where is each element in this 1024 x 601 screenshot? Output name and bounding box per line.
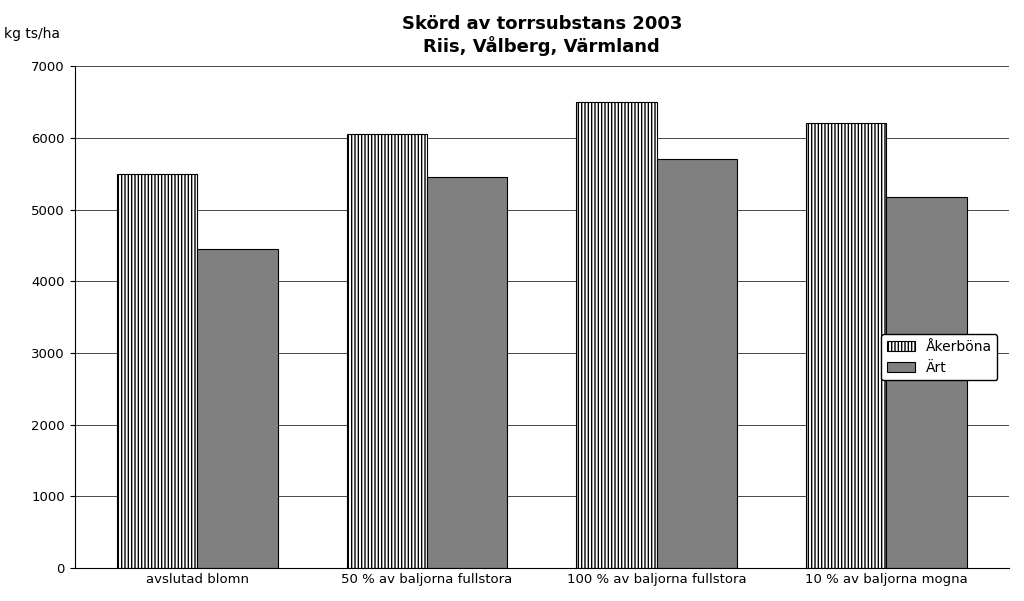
Title: Skörd av torrsubstans 2003
Riis, Vålberg, Värmland: Skörd av torrsubstans 2003 Riis, Vålberg… xyxy=(401,15,682,56)
Bar xyxy=(656,159,737,568)
Text: kg ts/ha: kg ts/ha xyxy=(4,27,60,41)
Bar xyxy=(346,134,427,568)
Bar xyxy=(427,177,507,568)
Bar xyxy=(577,102,656,568)
Legend: Åkerböna, Ärt: Åkerböna, Ärt xyxy=(882,334,997,380)
Bar xyxy=(806,123,886,568)
Bar xyxy=(886,197,967,568)
Bar xyxy=(198,249,278,568)
Bar xyxy=(117,174,198,568)
